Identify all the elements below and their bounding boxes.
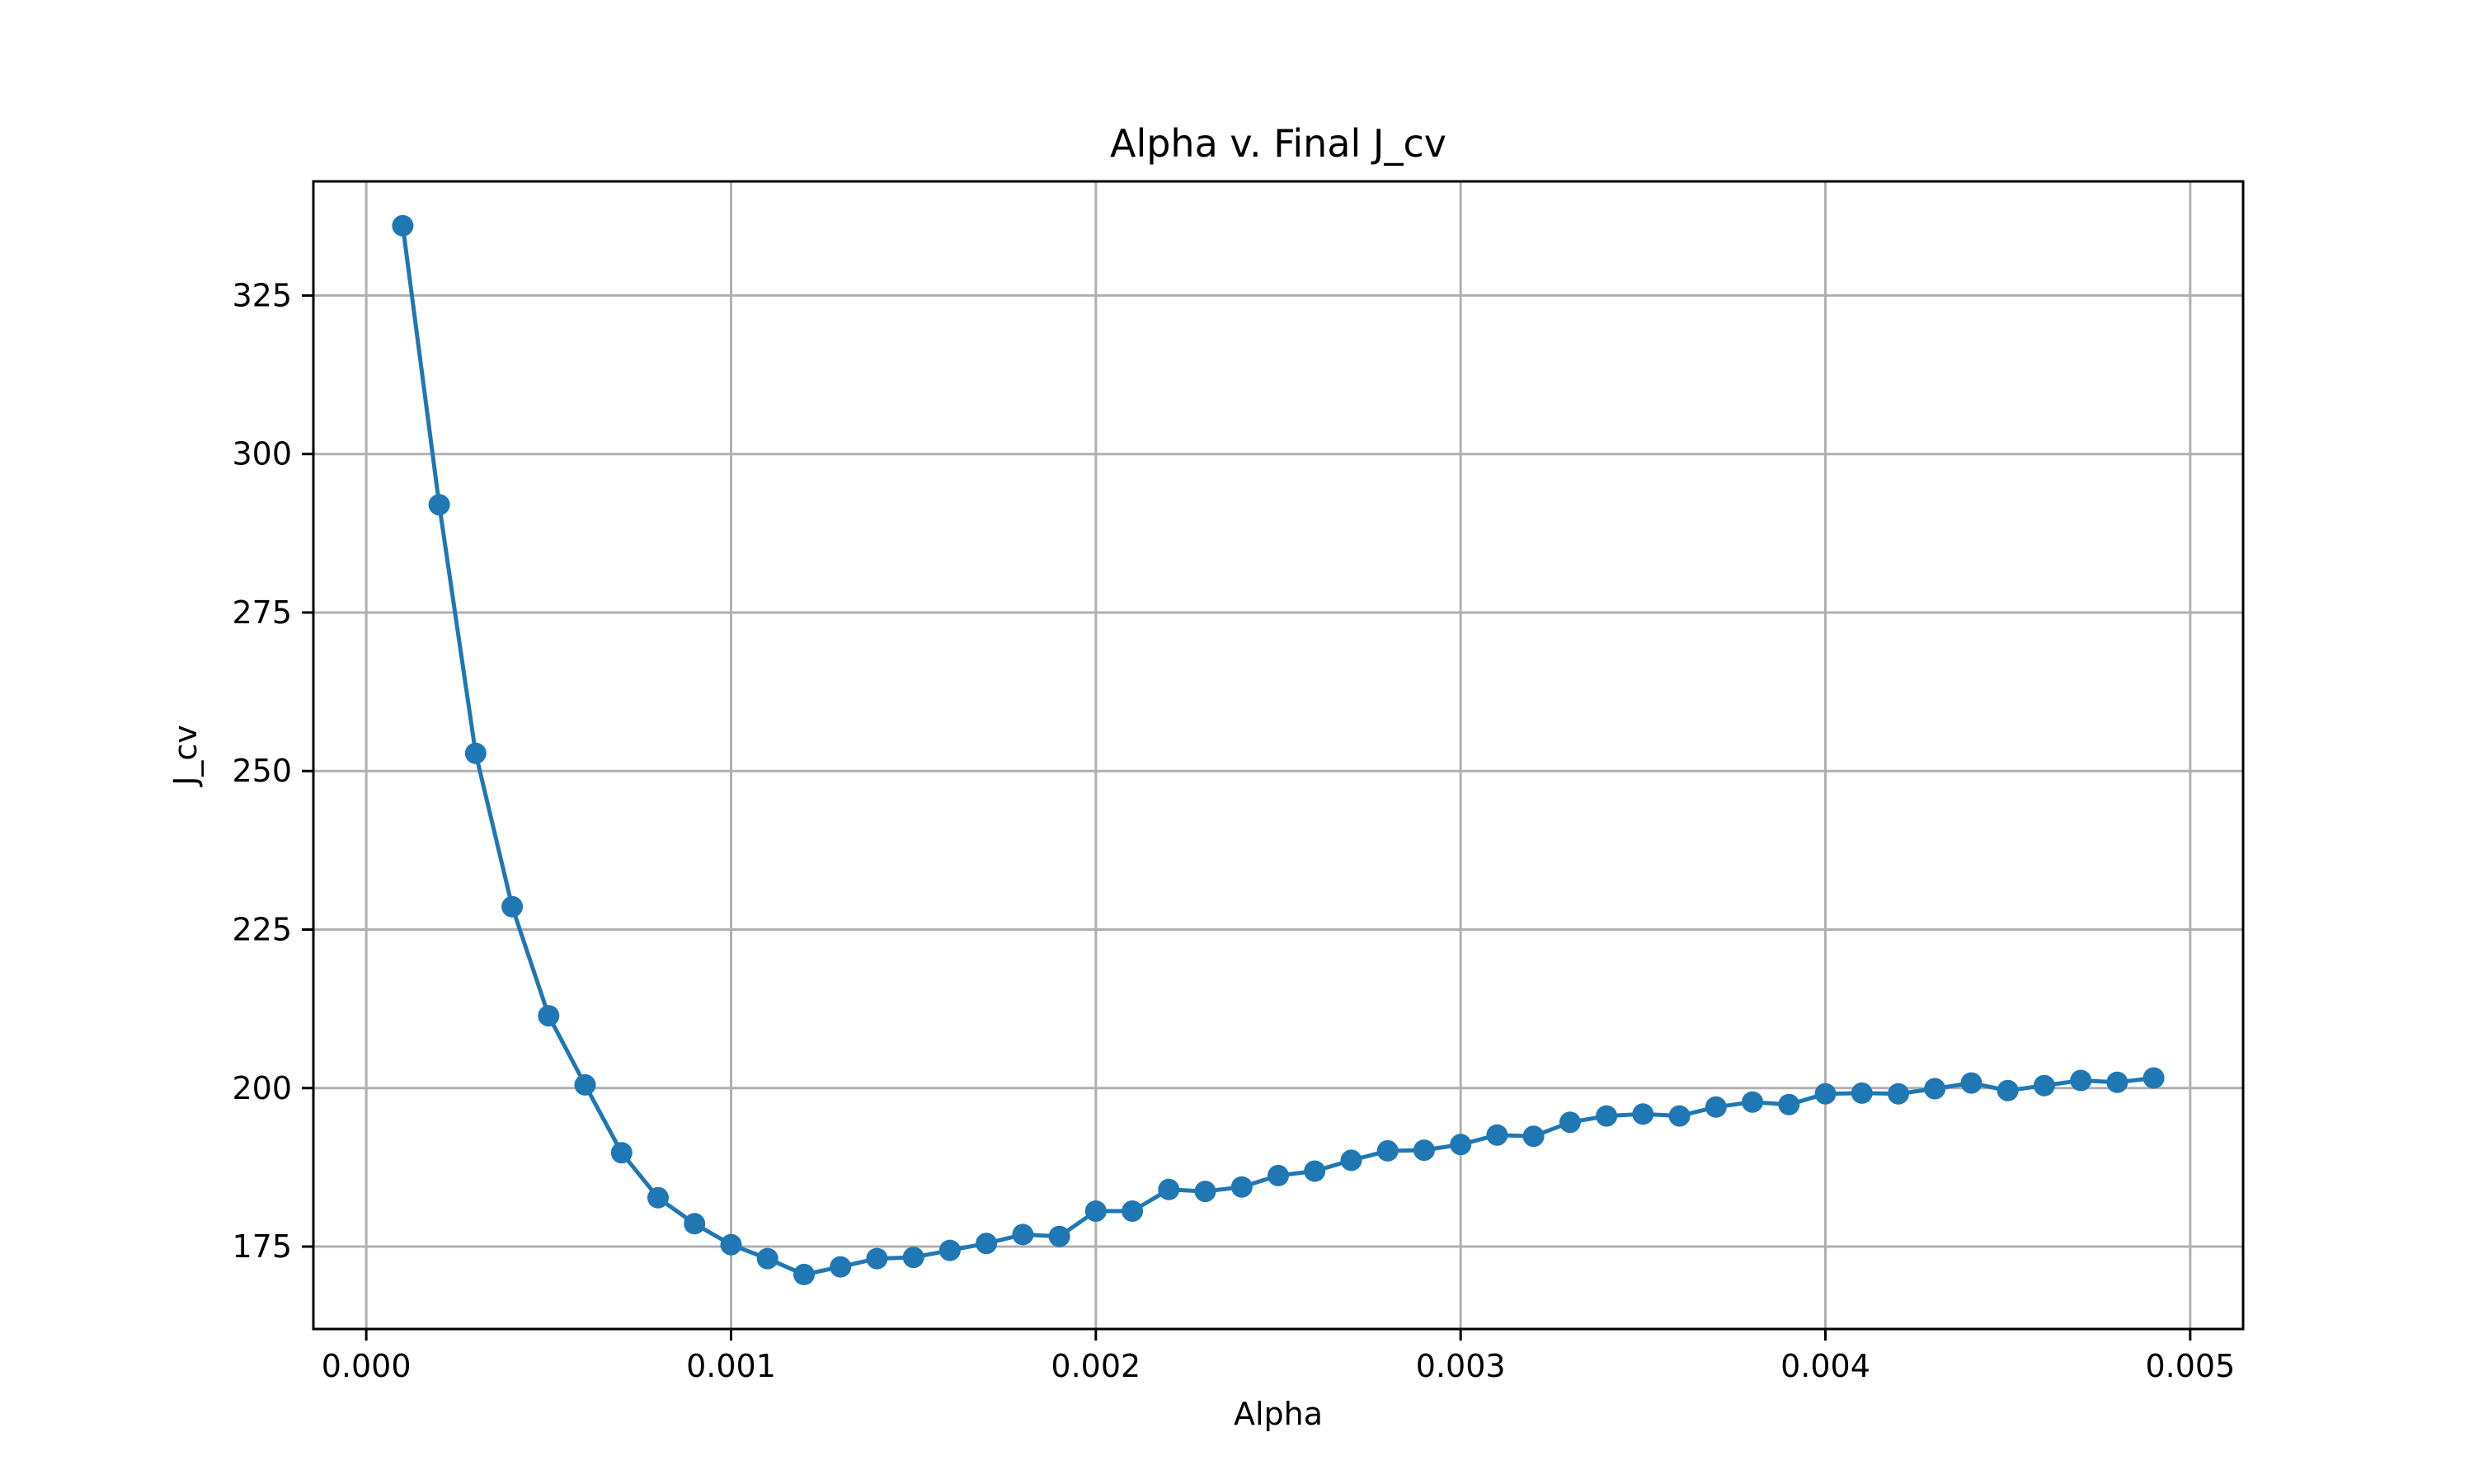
data-point [1668, 1105, 1691, 1127]
data-point [1268, 1164, 1289, 1186]
data-point [501, 895, 524, 918]
x-axis-label: Alpha [1234, 1396, 1323, 1432]
data-point [1084, 1200, 1107, 1222]
axes-ticks: 0.000 0.001 0.002 0.003 0.004 0.005 175 200 225 2… [232, 277, 2235, 1384]
data-point [1632, 1103, 1654, 1125]
data-point [1960, 1072, 1982, 1094]
data-point [938, 1239, 961, 1261]
y-tick-label: 300 [232, 436, 292, 472]
data-point [538, 1005, 560, 1027]
data-point [1851, 1082, 1873, 1104]
x-tick-label: 0.004 [1780, 1348, 1870, 1384]
y-tick-label: 225 [232, 911, 292, 947]
data-point [1048, 1225, 1070, 1247]
data-point [866, 1247, 888, 1270]
data-point [428, 494, 450, 516]
plot-frame [312, 180, 2245, 1331]
chart-title: Alpha v. Final J_cv [1110, 121, 1446, 166]
data-point [464, 742, 487, 764]
data-point [1596, 1105, 1618, 1127]
data-point [1924, 1078, 1946, 1100]
y-tick-label: 275 [232, 594, 292, 631]
data-point [756, 1247, 778, 1270]
data-point [793, 1263, 815, 1285]
data-point [720, 1233, 742, 1256]
data-point [647, 1186, 669, 1209]
x-tick-label: 0.005 [2145, 1348, 2235, 1384]
data-point [1012, 1223, 1034, 1246]
data-point [2106, 1071, 2128, 1093]
y-axis-label: J_cv [167, 725, 204, 787]
y-tick-label: 325 [232, 277, 292, 313]
data-point [1705, 1096, 1727, 1118]
data-point [1997, 1079, 2019, 1101]
y-tick-label: 250 [232, 753, 292, 789]
data-point [1230, 1176, 1253, 1198]
data-point [1376, 1139, 1399, 1162]
data-point [2142, 1067, 2165, 1089]
data-point [1888, 1082, 1909, 1105]
x-tick-label: 0.003 [1416, 1348, 1506, 1384]
data-point [1122, 1200, 1144, 1222]
data-point [574, 1073, 596, 1096]
data-series [392, 214, 2165, 1285]
data-point [1450, 1134, 1472, 1156]
data-point [1742, 1091, 1763, 1113]
data-point [902, 1247, 924, 1269]
x-tick-label: 0.002 [1051, 1348, 1141, 1384]
data-point [684, 1213, 706, 1235]
grid [313, 181, 2243, 1329]
data-point [1340, 1149, 1362, 1172]
data-point [610, 1142, 633, 1164]
data-point [392, 214, 414, 237]
y-tick-label: 200 [232, 1070, 292, 1106]
data-point [1559, 1111, 1581, 1134]
y-tick-label: 175 [232, 1228, 292, 1265]
data-point [830, 1256, 852, 1278]
data-point [1304, 1160, 1326, 1182]
data-point [976, 1233, 998, 1255]
data-point [1194, 1181, 1216, 1203]
x-tick-label: 0.001 [686, 1348, 776, 1384]
data-point [1486, 1124, 1508, 1146]
data-point [1413, 1139, 1435, 1162]
data-point [2070, 1069, 2092, 1092]
x-tick-label: 0.000 [322, 1348, 412, 1384]
data-point [1814, 1082, 1837, 1105]
data-point [1158, 1178, 1180, 1200]
data-point [1778, 1093, 1800, 1115]
data-point [2033, 1074, 2055, 1097]
data-point [1522, 1125, 1545, 1148]
